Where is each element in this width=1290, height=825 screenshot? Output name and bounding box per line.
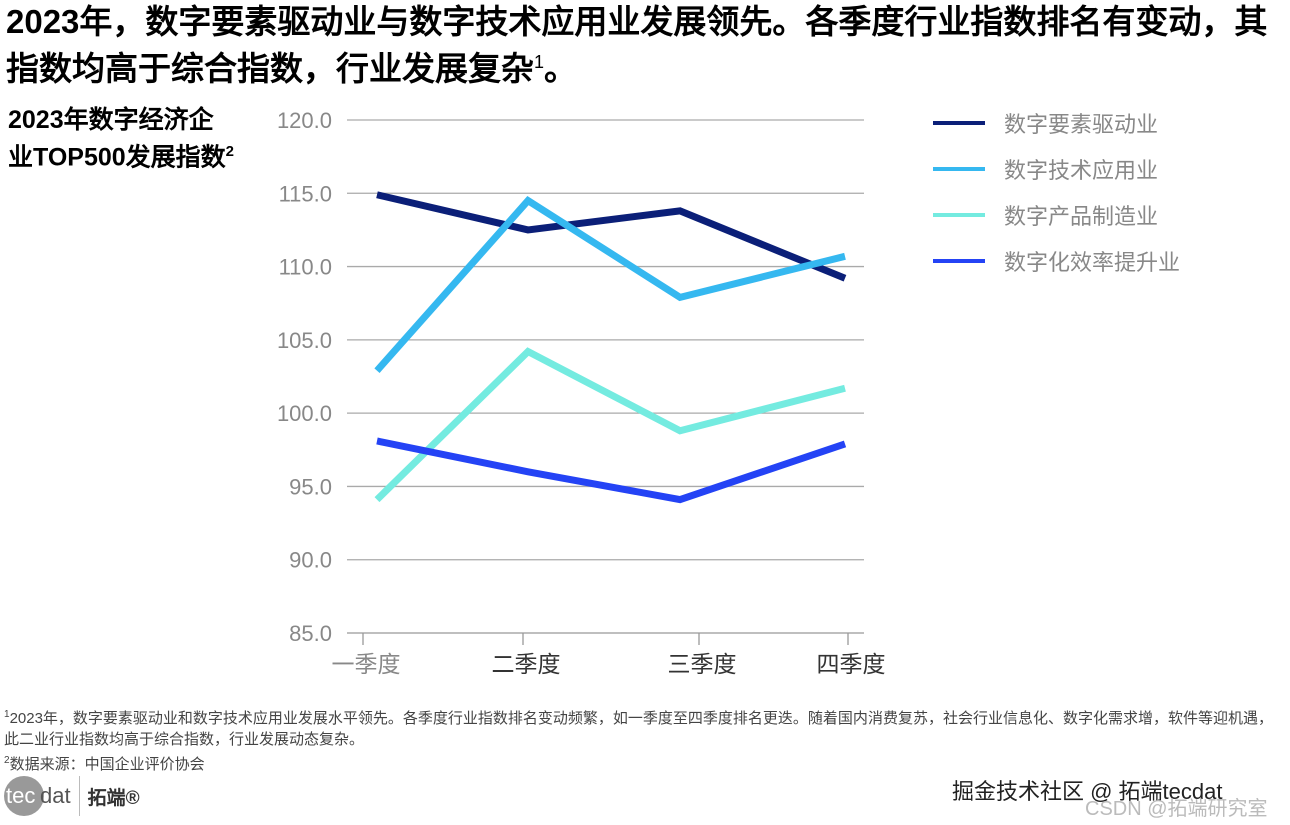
legend-label: 数字要素驱动业 <box>1004 112 1159 137</box>
y-tick-label: 115.0 <box>279 181 332 206</box>
logo-cn: 拓端® <box>87 787 140 809</box>
series-line-3 <box>374 347 846 503</box>
x-tick-label: 三季度 <box>668 652 737 678</box>
footnote-1: 12023年，数字要素驱动业和数字技术应用业发展水平领先。各季度行业指数排名变动… <box>4 704 1284 750</box>
legend-label: 数字化效率提升业 <box>1004 250 1181 275</box>
watermark-juejin: 掘金技术社区 @ 拓端tecdat <box>952 779 1223 804</box>
legend-item: 数字化效率提升业 <box>933 238 1180 284</box>
legend-label: 数字产品制造业 <box>1004 204 1159 229</box>
y-tick-label: 95.0 <box>289 474 332 499</box>
logo-divider <box>78 776 80 816</box>
y-tick-label: 90.0 <box>289 548 332 573</box>
footnotes: 12023年，数字要素驱动业和数字技术应用业发展水平领先。各季度行业指数排名变动… <box>4 704 1284 775</box>
legend-item: 数字技术应用业 <box>933 146 1180 192</box>
legend-swatch <box>933 213 985 217</box>
legend-item: 数字要素驱动业 <box>933 100 1180 146</box>
footnote-sup: 1 <box>4 709 10 720</box>
subtitle-text: 2023年数字经济企业TOP500发展指数 <box>8 106 226 172</box>
title-end: 。 <box>544 50 578 87</box>
y-tick-label: 110.0 <box>279 255 332 280</box>
footnote-text: 数据来源：中国企业评价协会 <box>9 756 205 773</box>
chart-subtitle: 2023年数字经济企业TOP500发展指数2 <box>8 104 238 173</box>
footnote-sup: 2 <box>4 755 10 766</box>
logo-circle: tec <box>4 776 44 816</box>
x-tick-label: 四季度 <box>817 652 886 678</box>
x-tick-label: 一季度 <box>332 652 401 678</box>
x-tick-label: 二季度 <box>492 652 561 678</box>
tecdat-logo: tec dat 拓端® <box>4 776 140 816</box>
series-line-2 <box>374 196 846 373</box>
subtitle-footnote-ref: 2 <box>225 143 234 160</box>
page-title: 2023年，数字要素驱动业与数字技术应用业发展领先。各季度行业指数排名有变动，其… <box>6 2 1286 89</box>
line-chart: 85.0 90.0 95.0 100.0 105.0 110.0 115.0 120.0 一季度… <box>277 108 886 678</box>
y-tick-label: 120.0 <box>277 108 332 133</box>
legend-swatch <box>933 259 985 263</box>
logo-text: dat <box>40 783 71 808</box>
legend-swatch <box>933 167 985 171</box>
series-line-4 <box>376 437 847 504</box>
footnote-2: 2数据来源：中国企业评价协会 <box>4 750 1284 775</box>
footnote-text: 2023年，数字要素驱动业和数字技术应用业发展水平领先。各季度行业指数排名变动频… <box>4 710 1273 748</box>
legend-label: 数字技术应用业 <box>1004 158 1159 183</box>
watermark-csdn: CSDN @拓端研究室 <box>1085 798 1268 820</box>
y-tick-label: 105.0 <box>277 328 332 353</box>
series-line-1 <box>376 191 847 282</box>
title-footnote-ref: 1 <box>534 52 545 72</box>
y-tick-label: 100.0 <box>277 401 332 426</box>
legend-item: 数字产品制造业 <box>933 192 1180 238</box>
legend-swatch <box>933 121 985 125</box>
y-tick-label: 85.0 <box>289 621 332 646</box>
legend: 数字要素驱动业 数字技术应用业 数字产品制造业 数字化效率提升业 <box>933 100 1180 284</box>
title-text: 2023年，数字要素驱动业与数字技术应用业发展领先。各季度行业指数排名有变动，其… <box>6 3 1268 87</box>
